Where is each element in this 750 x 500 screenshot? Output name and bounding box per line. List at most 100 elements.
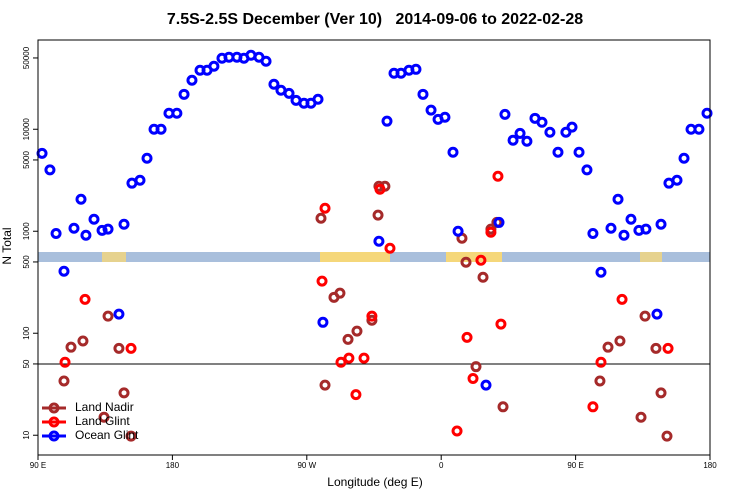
point [671,174,683,186]
x-tick-label: 90 E [567,461,583,470]
point [499,108,511,120]
point [536,116,548,128]
y-tick-label: 5000 [22,151,31,169]
point [50,228,62,240]
point [640,223,652,235]
point [605,222,617,234]
point [587,228,599,240]
x-tick-label: 90 W [297,461,316,470]
point [319,379,331,391]
point [155,123,167,135]
land-band [446,252,502,262]
point [65,341,77,353]
point [186,74,198,86]
point [477,271,489,283]
point [452,225,464,237]
point [350,389,362,401]
y-axis-title: N Total [0,227,14,264]
point [319,202,331,214]
point [595,266,607,278]
land-band [320,252,390,262]
legend-marker [48,430,60,442]
point [425,104,437,116]
point [635,411,647,423]
point [701,107,713,119]
land-band [102,252,126,262]
point [616,293,628,305]
point [447,146,459,158]
point [118,387,130,399]
point [59,356,71,368]
y-tick-label: 50000 [22,46,31,69]
point [460,256,472,268]
point [678,152,690,164]
point [125,430,137,442]
point [602,341,614,353]
point [693,123,705,135]
point [614,335,626,347]
point [618,229,630,241]
point [560,126,572,138]
point [655,218,667,230]
legend-marker [48,402,60,414]
chart-title: 7.5S-2.5S December (Ver 10) 2014-09-06 t… [167,11,583,28]
point [88,213,100,225]
point [44,164,56,176]
point [612,193,624,205]
series [36,49,713,391]
legend-label: Land Nadir [75,400,134,414]
point [651,308,663,320]
point [410,63,422,75]
point [312,93,324,105]
point [467,372,479,384]
point [178,88,190,100]
point [552,146,564,158]
point [372,209,384,221]
land-band [640,252,662,262]
y-tick-label: 10000 [22,118,31,141]
point [521,135,533,147]
y-tick-label: 10 [22,430,31,439]
point [497,401,509,413]
point [58,265,70,277]
y-tick-label: 500 [22,255,31,269]
point [316,275,328,287]
point [544,126,556,138]
point [58,375,70,387]
point [475,254,487,266]
point [335,356,347,368]
point [439,111,451,123]
point [334,287,346,299]
series [59,170,674,437]
point [366,314,378,326]
point [75,193,87,205]
point [68,222,80,234]
point [80,229,92,241]
point [315,212,327,224]
point [373,235,385,247]
point [461,331,473,343]
plot-frame [37,39,711,456]
point [381,115,393,127]
point [283,87,295,99]
point [480,379,492,391]
y-tick-label: 50 [22,359,31,368]
x-axis-title: Longitude (deg E) [327,475,422,489]
point [662,342,674,354]
point [594,375,606,387]
point [470,361,482,373]
x-tick-label: 0 [439,461,444,470]
legend-label: Land Glint [75,414,130,428]
x-tick-label: 180 [703,461,717,470]
point [351,325,363,337]
point [495,318,507,330]
point [514,127,526,139]
point [171,107,183,119]
point [125,342,137,354]
point [384,242,396,254]
x-tick-label: 180 [166,461,180,470]
point [77,335,89,347]
point [492,170,504,182]
point [113,342,125,354]
